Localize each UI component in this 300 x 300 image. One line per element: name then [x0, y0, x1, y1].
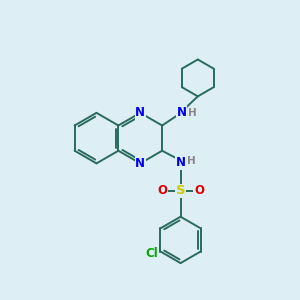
Text: O: O	[157, 184, 167, 197]
Text: Cl: Cl	[146, 248, 158, 260]
Text: S: S	[176, 184, 185, 197]
Text: O: O	[194, 184, 204, 197]
Text: H: H	[188, 108, 197, 118]
Text: N: N	[176, 106, 187, 118]
Text: N: N	[135, 106, 145, 119]
Text: N: N	[176, 156, 186, 169]
Text: H: H	[188, 156, 196, 167]
Text: N: N	[135, 157, 145, 170]
